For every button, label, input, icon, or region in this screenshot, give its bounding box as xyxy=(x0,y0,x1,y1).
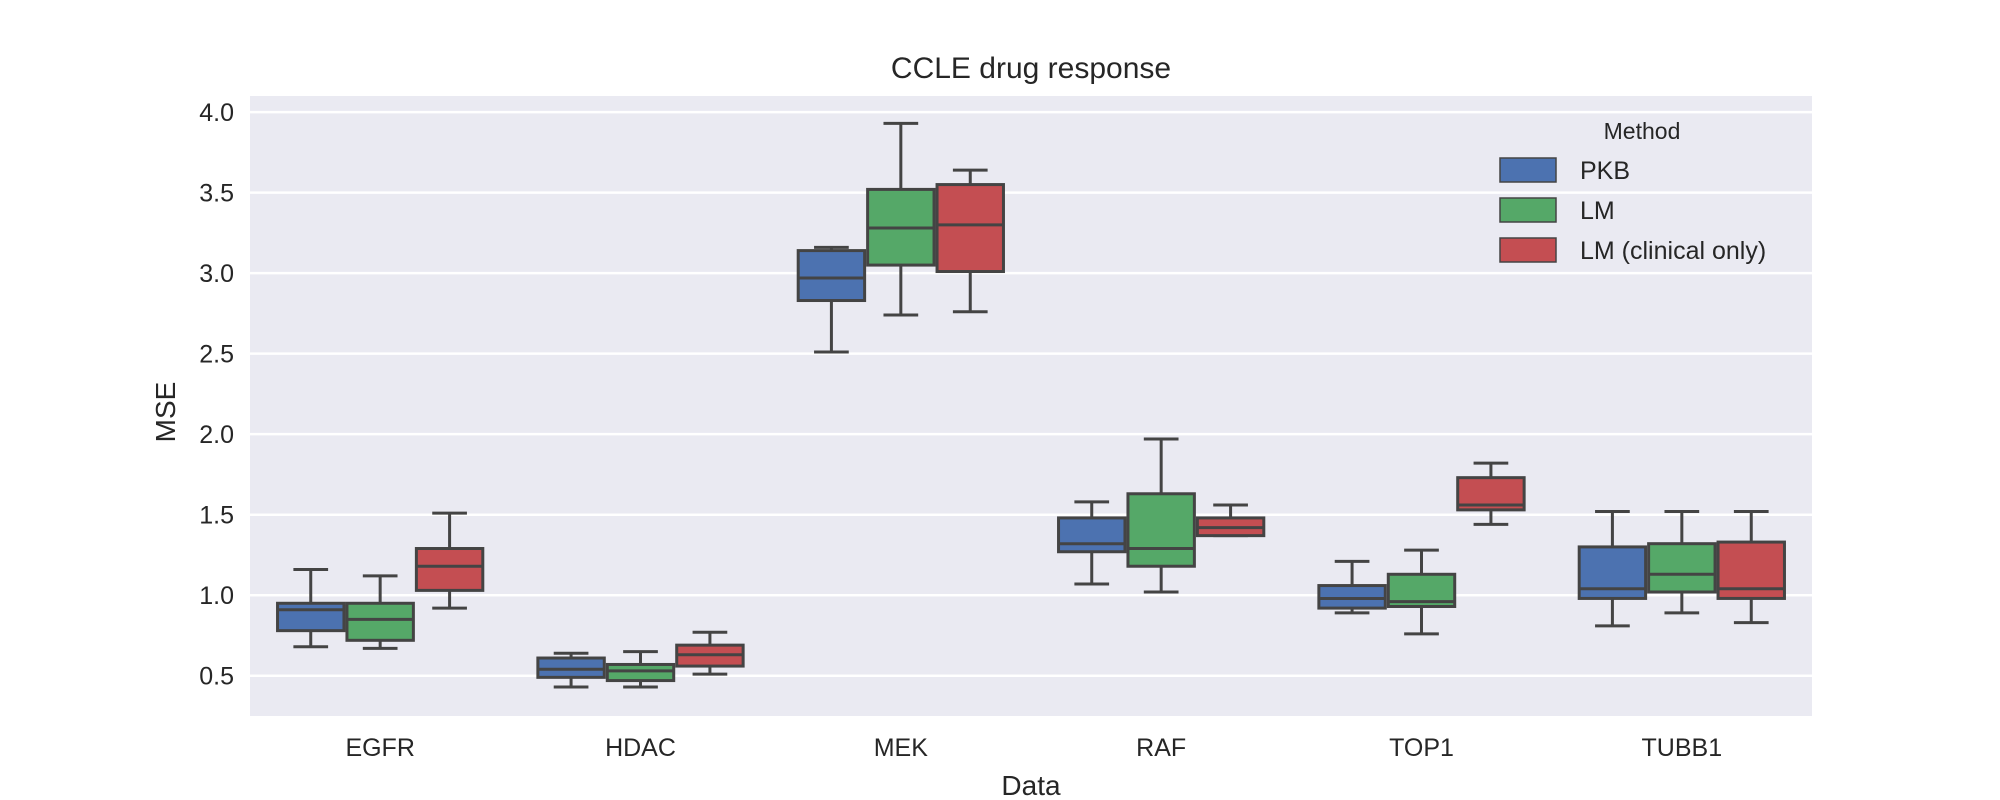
legend-label: PKB xyxy=(1580,157,1630,185)
box-plot xyxy=(1647,509,1717,615)
y-tick-label: 0.5 xyxy=(199,663,234,691)
box xyxy=(1317,584,1387,610)
x-tick-label: MEK xyxy=(874,734,929,762)
x-tick-label: EGFR xyxy=(345,734,414,762)
box xyxy=(414,547,485,592)
box xyxy=(1057,516,1127,554)
legend-label: LM (clinical only) xyxy=(1580,237,1766,265)
y-tick-label: 1.5 xyxy=(199,502,234,530)
box xyxy=(1126,492,1196,568)
box-plot xyxy=(345,574,415,650)
box-plot xyxy=(1317,559,1387,615)
box-plot xyxy=(935,168,1005,314)
box xyxy=(1577,545,1648,600)
legend: Method PKB LM LM (clinical only) xyxy=(1499,118,1766,265)
x-tick-label: TOP1 xyxy=(1389,734,1454,762)
box-plot xyxy=(866,121,936,317)
box-plot xyxy=(1577,509,1648,628)
chart-title: CCLE drug response xyxy=(891,52,1171,85)
box xyxy=(796,249,867,303)
box-plot xyxy=(675,630,745,676)
box-plot xyxy=(536,651,606,689)
box-plot xyxy=(1716,509,1786,625)
x-tick-label: HDAC xyxy=(605,734,676,762)
legend-swatch xyxy=(1499,237,1557,263)
box-plot xyxy=(605,650,676,689)
y-tick-label: 2.5 xyxy=(199,341,234,369)
box-plot xyxy=(1456,461,1526,526)
legend-swatch xyxy=(1499,197,1557,223)
box xyxy=(536,656,606,679)
x-tick-label: TUBB1 xyxy=(1642,734,1723,762)
y-tick-label: 3.0 xyxy=(199,260,234,288)
legend-swatch xyxy=(1499,157,1557,183)
box-plot xyxy=(1386,548,1457,636)
box-plot xyxy=(1195,503,1266,538)
box xyxy=(1647,542,1717,594)
y-tick-label: 4.0 xyxy=(199,99,234,127)
plot-area xyxy=(250,96,1812,716)
legend-label: LM xyxy=(1580,197,1615,225)
box-plot xyxy=(796,245,867,354)
box xyxy=(276,601,346,633)
x-tick-label: RAF xyxy=(1136,734,1186,762)
x-axis: EGFR HDAC MEK RAF TOP1 TUBB1 xyxy=(345,734,1722,762)
box-plot xyxy=(414,511,485,610)
x-axis-label: Data xyxy=(1001,770,1061,800)
box-plot xyxy=(1126,437,1196,594)
y-tick-label: 1.0 xyxy=(199,582,234,610)
box-plot xyxy=(1057,500,1127,586)
legend-title: Method xyxy=(1604,118,1681,144)
box-plots xyxy=(276,121,1786,689)
y-axis: 0.5 1.0 1.5 2.0 2.5 3.0 3.5 4.0 xyxy=(199,99,234,691)
box xyxy=(605,662,676,683)
box xyxy=(935,183,1005,274)
box-plot xyxy=(276,567,346,649)
box xyxy=(345,601,415,642)
grid-lines xyxy=(250,110,1812,677)
y-tick-label: 2.0 xyxy=(199,421,234,449)
y-axis-label: MSE xyxy=(150,382,181,443)
y-tick-label: 3.5 xyxy=(199,180,234,208)
